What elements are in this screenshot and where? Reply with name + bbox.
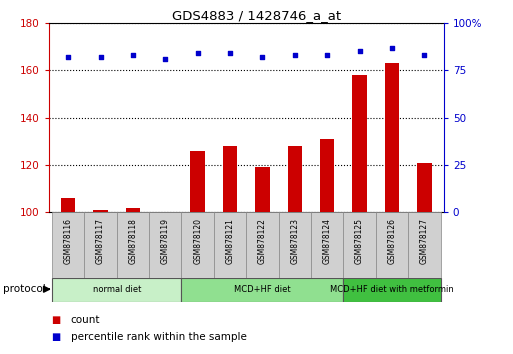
Text: count: count (71, 315, 101, 325)
Text: GSM878125: GSM878125 (355, 218, 364, 264)
Bar (223, 146, 238, 212)
Point (291, 52, 299, 58)
Bar (343, 278, 441, 302)
Point (226, 51, 234, 56)
Point (259, 54, 267, 60)
Bar (182, 278, 343, 302)
Text: GSM878122: GSM878122 (258, 218, 267, 263)
Text: MCD+HF diet: MCD+HF diet (234, 285, 291, 294)
Text: GSM878118: GSM878118 (128, 218, 137, 263)
Bar (190, 151, 205, 212)
Text: GSM878120: GSM878120 (193, 218, 202, 264)
Text: GSM878117: GSM878117 (96, 218, 105, 264)
Text: GSM878121: GSM878121 (226, 218, 234, 263)
Bar (84, 212, 117, 278)
Bar (343, 212, 376, 278)
Bar (417, 163, 431, 212)
Point (96, 54, 105, 60)
Text: GSM878127: GSM878127 (420, 218, 429, 264)
Bar (52, 212, 84, 278)
Point (323, 52, 331, 58)
Point (193, 51, 202, 56)
Bar (385, 63, 399, 212)
Text: normal diet: normal diet (92, 285, 141, 294)
Bar (320, 139, 334, 212)
Bar (182, 212, 214, 278)
Bar (126, 208, 140, 212)
Text: ■: ■ (51, 315, 61, 325)
Bar (376, 212, 408, 278)
Text: GSM878123: GSM878123 (290, 218, 299, 264)
Point (420, 52, 428, 58)
Text: GSM878119: GSM878119 (161, 218, 170, 264)
Text: protocol: protocol (3, 284, 45, 294)
Bar (255, 167, 270, 212)
Text: percentile rank within the sample: percentile rank within the sample (71, 332, 247, 342)
Bar (279, 212, 311, 278)
Text: MCD+HF diet with metformin: MCD+HF diet with metformin (330, 285, 454, 294)
Point (64, 54, 72, 60)
Point (388, 45, 396, 51)
Bar (52, 278, 182, 302)
Point (161, 56, 169, 62)
Bar (408, 212, 441, 278)
Bar (117, 212, 149, 278)
Bar (93, 210, 108, 212)
Bar (246, 212, 279, 278)
Bar (311, 212, 343, 278)
Text: GDS4883 / 1428746_a_at: GDS4883 / 1428746_a_at (172, 9, 341, 22)
Bar (214, 212, 246, 278)
Text: GSM878126: GSM878126 (387, 218, 397, 264)
Point (356, 48, 364, 54)
Text: GSM878124: GSM878124 (323, 218, 332, 264)
Text: GSM878116: GSM878116 (64, 218, 73, 264)
Bar (287, 146, 302, 212)
Bar (149, 212, 182, 278)
Bar (352, 75, 367, 212)
Point (129, 52, 137, 58)
Bar (61, 198, 75, 212)
Text: ■: ■ (51, 332, 61, 342)
